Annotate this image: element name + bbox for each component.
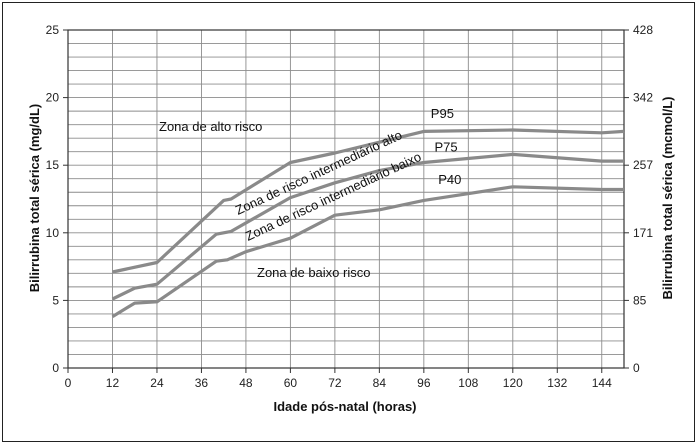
x-tick-label: 96: [417, 376, 431, 390]
y2-tick-label: 85: [633, 293, 647, 307]
y-axis-title: Bilirrubina total sérica (mg/dL): [27, 104, 42, 293]
x-tick-label: 84: [373, 376, 387, 390]
x-tick-label: 24: [150, 376, 164, 390]
x-tick-label: 0: [65, 376, 72, 390]
y-tick-label: 0: [52, 361, 59, 375]
x-tick-label: 48: [239, 376, 253, 390]
grid: [67, 29, 624, 369]
y2-tick-label: 0: [633, 361, 640, 375]
series-lines: [111, 128, 625, 318]
y-tick-label: 20: [46, 91, 60, 105]
series-label-p75: P75: [435, 140, 458, 155]
y-tick-label: 10: [46, 226, 60, 240]
series-label-p95: P95: [431, 106, 454, 121]
y-tick-label: 15: [46, 158, 60, 172]
y2-tick-label: 257: [633, 158, 653, 172]
series-line-p95: [112, 128, 625, 274]
axes: 0 12 24 36 48 60 72 84 96 108 120 132 144 0 5 10 15 20 25 0…: [46, 23, 654, 390]
x-tick-label: 36: [195, 376, 209, 390]
y2-axis-title: Bilirrubina total sérica (mcmol/L): [660, 97, 675, 300]
x-tick-label: 60: [284, 376, 298, 390]
y2-tick-label: 171: [633, 226, 653, 240]
x-tick-label: 120: [503, 376, 523, 390]
series-line-p40: [111, 185, 624, 318]
x-tick-label: 132: [547, 376, 567, 390]
x-tick-label: 72: [328, 376, 342, 390]
y-tick-label: 25: [46, 23, 60, 37]
series-line-p75: [111, 152, 624, 301]
x-tick-label: 108: [458, 376, 478, 390]
zone-label-low-risk: Zona de baixo risco: [257, 265, 370, 280]
series-label-p40: P40: [438, 172, 461, 187]
x-axis-title: Idade pós-natal (horas): [273, 399, 416, 414]
y-tick-label: 5: [52, 293, 59, 307]
x-tick-label: 12: [106, 376, 120, 390]
chart-frame: [2, 2, 695, 442]
zone-label-high-risk: Zona de alto risco: [159, 119, 262, 134]
y2-tick-label: 342: [633, 91, 653, 105]
y2-tick-label: 428: [633, 23, 653, 37]
x-tick-label: 144: [592, 376, 612, 390]
plot-border: [67, 29, 625, 369]
